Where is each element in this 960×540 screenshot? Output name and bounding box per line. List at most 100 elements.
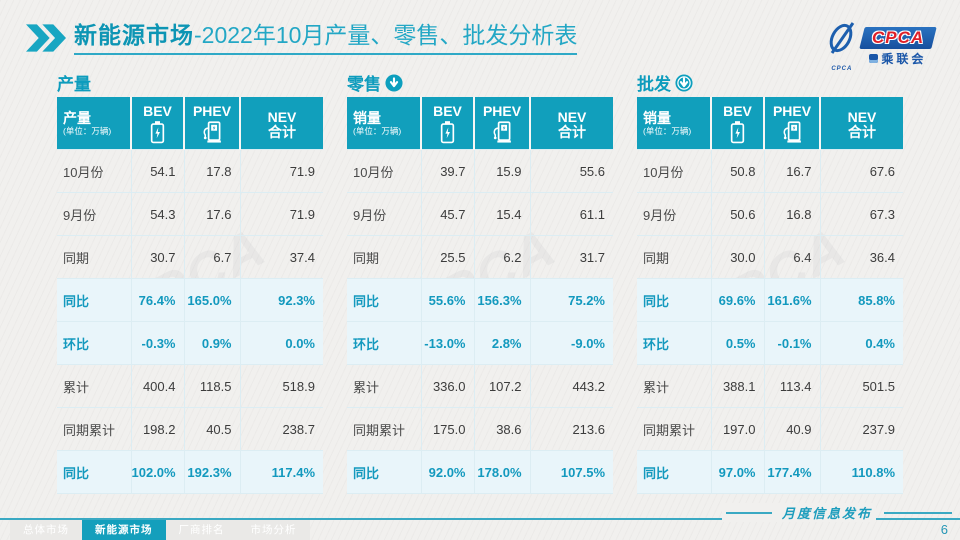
section-title: 批发 [637,72,903,94]
table-row: 10月份 39.7 15.9 55.6 [347,149,613,193]
col-header-nev: NEV 合计 [529,97,613,150]
row-label: 9月份 [347,192,421,236]
footer-caption-wrap: 月度信息发布 [721,503,876,522]
cell-value: 6.2 [473,235,530,279]
row-label: 同期 [57,235,131,279]
row-label: 同期累计 [637,407,711,451]
page-title: 新能源市场-2022年10月产量、零售、批发分析表 [74,20,578,55]
cpca-swoosh-caption: CPCA [831,66,853,72]
cell-value: 45.7 [420,192,474,236]
cell-value: 178.0% [473,450,530,494]
cell-value: 102.0% [130,450,184,494]
row-label: 同比 [57,278,131,322]
col-header-phev: PHEV [473,97,530,150]
cell-value: -0.3% [130,321,184,365]
cell-value: 156.3% [473,278,530,322]
cell-value: 25.5 [420,235,474,279]
cell-value: 177.4% [763,450,820,494]
table-row: 10月份 54.1 17.8 71.9 [57,149,323,193]
table-row: 同期累计 197.0 40.9 237.9 [637,407,903,451]
cell-value: 0.5% [710,321,764,365]
cpca-seal-icon [869,54,879,63]
cell-value: 238.7 [239,407,323,451]
cell-value: 30.7 [130,235,184,279]
cell-value: 75.2% [529,278,613,322]
table-row: 同比 92.0% 178.0% 107.5% [347,450,613,494]
cell-value: 55.6 [529,149,613,193]
cell-value: 71.9 [239,149,323,193]
unit-label: 销量 [643,109,671,126]
table-row: 9月份 45.7 15.4 61.1 [347,192,613,236]
cell-value: 213.6 [529,407,613,451]
cell-value: 6.4 [763,235,820,279]
data-table: 产量 (单位：万辆) BEV [57,97,323,494]
cell-value: 0.0% [239,321,323,365]
cell-value: 17.8 [183,149,240,193]
cell-value: 15.4 [473,192,530,236]
cell-value: 165.0% [183,278,240,322]
cell-value: 192.3% [183,450,240,494]
cell-value: 38.6 [473,407,530,451]
cpca-wordmark: CPCA [859,27,937,49]
battery-icon [712,120,763,146]
table-row: 同期 25.5 6.2 31.7 [347,235,613,279]
cell-value: 15.9 [473,149,530,193]
cpca-swoosh-icon: CPCA [825,22,859,72]
table-row: 累计 336.0 107.2 443.2 [347,364,613,408]
unit-header-cell: 产量 (单位：万辆) [57,97,131,150]
cpca-logo: CPCA CPCA 乘联会 [825,22,937,72]
cell-value: 55.6% [420,278,474,322]
cell-value: 443.2 [529,364,613,408]
caption-right-rule [884,512,952,514]
cell-value: 161.6% [763,278,820,322]
header: 新能源市场-2022年10月产量、零售、批发分析表 CPCA CPCA 乘联会 [26,20,937,72]
cell-value: 92.0% [420,450,474,494]
section-title: 产量 [57,72,323,94]
table-row: 9月份 50.6 16.8 67.3 [637,192,903,236]
cell-value: 16.8 [763,192,820,236]
footer-nav: 总体市场 新能源市场 厂商排名 市场分析 [10,520,310,540]
cell-value: 6.7 [183,235,240,279]
unit-note: (单位：万辆) [63,125,112,136]
table-row: 同期 30.7 6.7 37.4 [57,235,323,279]
table-row: 同比 102.0% 192.3% 117.4% [57,450,323,494]
cell-value: 61.1 [529,192,613,236]
col-header-nev: NEV 合计 [819,97,903,150]
cell-value: 40.9 [763,407,820,451]
cell-value: 336.0 [420,364,474,408]
row-label: 同比 [347,278,421,322]
unit-label: 销量 [353,109,381,126]
tab-market-analysis[interactable]: 市场分析 [237,520,310,540]
cell-value: 54.1 [130,149,184,193]
col-header-phev: PHEV [183,97,240,150]
col-header-phev: PHEV [763,97,820,150]
table-panel-wholesale: 批发 销量 (单位：万辆) BEV [637,72,903,494]
cell-value: 50.6 [710,192,764,236]
row-label: 同期 [347,235,421,279]
cell-value: -13.0% [420,321,474,365]
row-label: 9月份 [57,192,131,236]
row-label: 10月份 [347,149,421,193]
cell-value: 39.7 [420,149,474,193]
charging-station-icon [765,120,819,146]
row-label: 10月份 [637,149,711,193]
cell-value: 197.0 [710,407,764,451]
tab-manufacturer-ranking[interactable]: 厂商排名 [165,520,238,540]
row-label: 同比 [637,450,711,494]
cell-value: 400.4 [130,364,184,408]
table-row: 同比 97.0% 177.4% 110.8% [637,450,903,494]
cell-value: 175.0 [420,407,474,451]
row-label: 环比 [347,321,421,365]
section-down-arrow-icon [385,73,403,92]
cell-value: 69.6% [710,278,764,322]
tab-nev-market[interactable]: 新能源市场 [82,520,166,540]
table-row: 累计 400.4 118.5 518.9 [57,364,323,408]
cell-value: 198.2 [130,407,184,451]
cell-value: 97.0% [710,450,764,494]
col-header-nev: NEV 合计 [239,97,323,150]
cell-value: 118.5 [183,364,240,408]
caption-left-rule [725,511,772,514]
cell-value: 110.8% [819,450,903,494]
tab-overall-market[interactable]: 总体市场 [10,520,82,540]
